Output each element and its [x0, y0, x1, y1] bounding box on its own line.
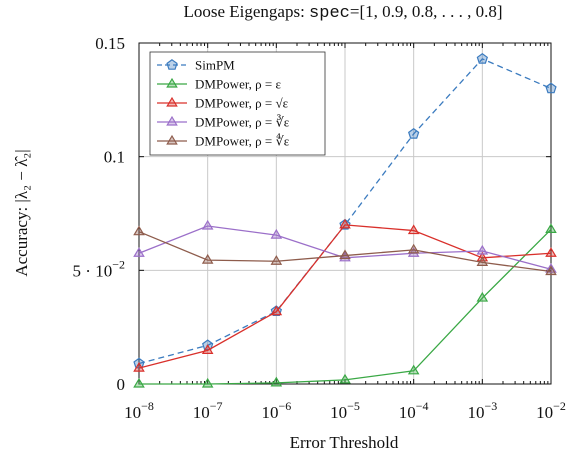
chart-title: Loose Eigengaps: spec=[1, 0.9, 0.8, . . …: [183, 2, 502, 23]
x-tick-label: 10−5: [330, 399, 360, 422]
legend-label: DMPower, ρ = ∛ε: [195, 115, 290, 130]
data-point: [476, 244, 489, 255]
data-point: [201, 253, 214, 264]
x-axis-label: Error Threshold: [290, 433, 399, 452]
chart-title-mono: spec: [309, 4, 350, 23]
series-2: [133, 223, 557, 388]
legend-entry: DMPower, ρ = ∛ε: [157, 115, 290, 130]
series-4: [133, 219, 557, 273]
y-tick-label: 0: [117, 375, 126, 394]
legend: SimPM DMPower, ρ = ε DMPower, ρ = √ε DMPowe…: [149, 51, 326, 156]
series: [133, 52, 557, 388]
data-point: [133, 225, 145, 236]
x-tick-label: 10−2: [536, 399, 566, 422]
legend-entry: DMPower, ρ = ε: [157, 77, 281, 92]
x-tick-label: 10−3: [467, 399, 497, 422]
data-point: [545, 265, 557, 276]
y-tick-label: 0.1: [104, 148, 125, 167]
chart-title-rest: =[1, 0.9, 0.8, . . . , 0.8]: [350, 2, 503, 21]
data-point: [339, 218, 351, 229]
legend-label: DMPower, ρ = ∜ε: [195, 133, 290, 149]
data-point: [133, 247, 145, 257]
data-point: [201, 219, 214, 230]
x-tick-label: 10−6: [261, 399, 291, 422]
legend-entry: SimPM: [157, 58, 235, 73]
x-tick-label: 10−4: [399, 399, 429, 422]
legend-marker: [166, 134, 178, 145]
legend-marker: [166, 77, 178, 88]
data-point: [408, 127, 420, 139]
data-point: [339, 373, 351, 384]
series-line: [138, 231, 552, 273]
legend-label: DMPower, ρ = √ε: [195, 96, 289, 111]
data-point: [201, 344, 214, 354]
legend-label: SimPM: [195, 58, 235, 73]
legend-marker: [166, 115, 178, 126]
legend-marker: [166, 59, 178, 70]
data-point: [133, 377, 145, 388]
data-point: [545, 247, 557, 257]
data-point: [476, 291, 489, 302]
series-5: [133, 225, 557, 276]
data-point: [476, 52, 488, 64]
x-tick-label: 10−7: [193, 399, 223, 422]
data-point: [545, 223, 557, 234]
data-point: [270, 228, 283, 239]
data-point: [201, 377, 214, 388]
axis-ticks: 10−8 10−7 10−6 10−5 10−4 10−3 10−2 0 5 · 10−2 0.1…: [73, 34, 566, 422]
data-point: [270, 255, 283, 265]
legend-marker: [166, 96, 178, 107]
y-axis-label: Accuracy: |λ₂ − λ̂₂|: [12, 149, 31, 276]
data-point: [407, 243, 420, 254]
data-point: [133, 361, 145, 372]
x-tick-label: 10−8: [124, 399, 154, 422]
legend-entry: DMPower, ρ = √ε: [157, 96, 289, 111]
chart-title-prefix: Loose Eigengaps:: [183, 2, 309, 21]
data-point: [270, 305, 283, 316]
data-point: [476, 256, 489, 266]
data-point: [545, 82, 557, 94]
legend-label: DMPower, ρ = ε: [195, 77, 281, 92]
y-tick-label: 5 · 10−2: [73, 257, 125, 280]
data-point: [407, 364, 420, 375]
data-point: [339, 249, 351, 260]
y-tick-label: 0.15: [95, 34, 125, 53]
data-point: [407, 224, 420, 235]
data-point: [270, 376, 283, 387]
legend-entry: DMPower, ρ = ∜ε: [157, 133, 290, 149]
series-line: [138, 225, 552, 270]
series-line: [139, 228, 552, 385]
